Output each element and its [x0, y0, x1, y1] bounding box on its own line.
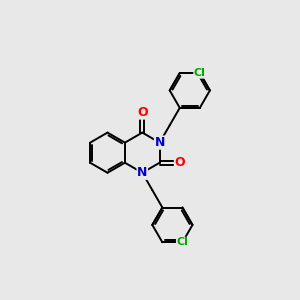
- Text: O: O: [137, 106, 148, 119]
- Text: O: O: [174, 156, 185, 169]
- Text: Cl: Cl: [194, 68, 206, 78]
- Text: Cl: Cl: [176, 237, 188, 247]
- Text: N: N: [154, 136, 165, 149]
- Text: N: N: [137, 166, 148, 179]
